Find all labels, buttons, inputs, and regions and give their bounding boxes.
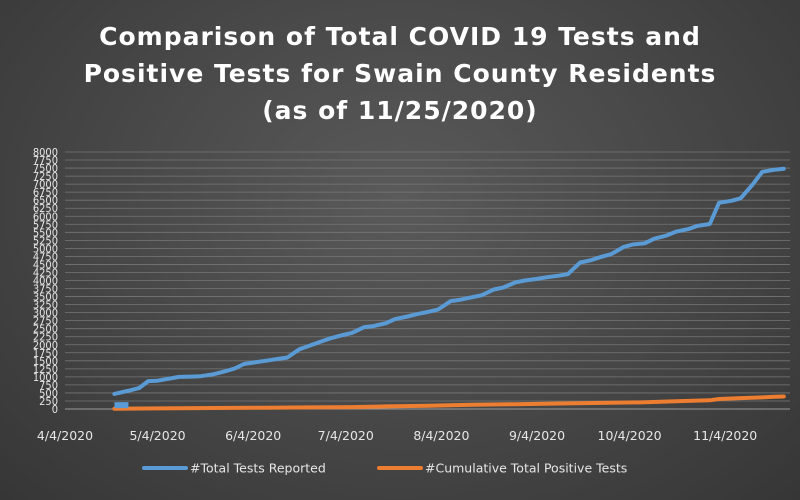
x-tick-label: 10/4/2020 — [598, 428, 662, 443]
y-tick-label: 5500 — [33, 226, 58, 239]
y-tick-label: 0 — [52, 403, 58, 416]
y-tick-label: 3000 — [33, 307, 58, 320]
x-tick-label: 9/4/2020 — [509, 428, 565, 443]
series-lines — [112, 166, 786, 411]
chart-title-line-3: (as of 11/25/2020) — [262, 96, 538, 125]
x-tick-label: 8/4/2020 — [413, 428, 469, 443]
y-tick-label: 2250 — [33, 331, 58, 344]
series-marker — [114, 402, 129, 409]
y-tick-label: 500 — [39, 387, 58, 400]
legend: #Total Tests Reported #Cumulative Total P… — [142, 461, 627, 476]
y-axis-ticks: 0250500750100012501500175020002250250027… — [33, 146, 58, 416]
legend-label: #Cumulative Total Positive Tests — [425, 461, 627, 476]
y-tick-label: 1000 — [33, 371, 58, 384]
x-tick-label: 5/4/2020 — [129, 428, 185, 443]
y-tick-label: 4750 — [33, 250, 58, 263]
y-tick-label: 2500 — [33, 323, 58, 336]
y-tick-label: 5000 — [33, 242, 58, 255]
y-tick-label: 4000 — [33, 275, 58, 288]
y-tick-label: 1250 — [33, 363, 58, 376]
y-tick-label: 250 — [39, 395, 58, 408]
y-tick-label: 4250 — [33, 266, 58, 279]
y-tick-label: 7250 — [33, 170, 58, 183]
y-tick-label: 7000 — [33, 178, 58, 191]
y-tick-label: 1750 — [33, 347, 58, 360]
y-tick-label: 4500 — [33, 258, 58, 271]
y-tick-label: 2750 — [33, 315, 58, 328]
chart-title: Comparison of Total COVID 19 Tests and P… — [0, 18, 800, 129]
chart-title-line-1: Comparison of Total COVID 19 Tests and — [99, 22, 701, 51]
y-tick-label: 5750 — [33, 218, 58, 231]
y-tick-label: 750 — [39, 379, 58, 392]
y-tick-label: 3250 — [33, 299, 58, 312]
y-tick-label: 6500 — [33, 194, 58, 207]
gridlines — [65, 151, 790, 410]
x-axis-ticks: 4/4/2020 5/4/2020 6/4/2020 7/4/2020 8/4/2020… — [37, 428, 757, 443]
y-tick-label: 7500 — [33, 162, 58, 175]
series-line-1 — [112, 394, 786, 411]
y-tick-label: 5250 — [33, 234, 58, 247]
y-tick-label: 3500 — [33, 291, 58, 304]
y-tick-label: 6000 — [33, 210, 58, 223]
y-tick-label: 1500 — [33, 355, 58, 368]
y-tick-label: 2000 — [33, 339, 58, 352]
series-line-0 — [112, 166, 786, 396]
x-tick-label: 6/4/2020 — [225, 428, 281, 443]
y-tick-label: 7750 — [33, 154, 58, 167]
legend-label: #Total Tests Reported — [190, 461, 326, 476]
x-tick-label: 4/4/2020 — [37, 428, 93, 443]
y-tick-label: 3750 — [33, 283, 58, 296]
y-tick-label: 6250 — [33, 202, 58, 215]
x-tick-label: 7/4/2020 — [318, 428, 374, 443]
y-tick-label: 6750 — [33, 186, 58, 199]
y-tick-label: 8000 — [33, 146, 58, 159]
x-tick-label: 11/4/2020 — [693, 428, 757, 443]
chart-title-line-2: Positive Tests for Swain County Resident… — [83, 59, 717, 88]
